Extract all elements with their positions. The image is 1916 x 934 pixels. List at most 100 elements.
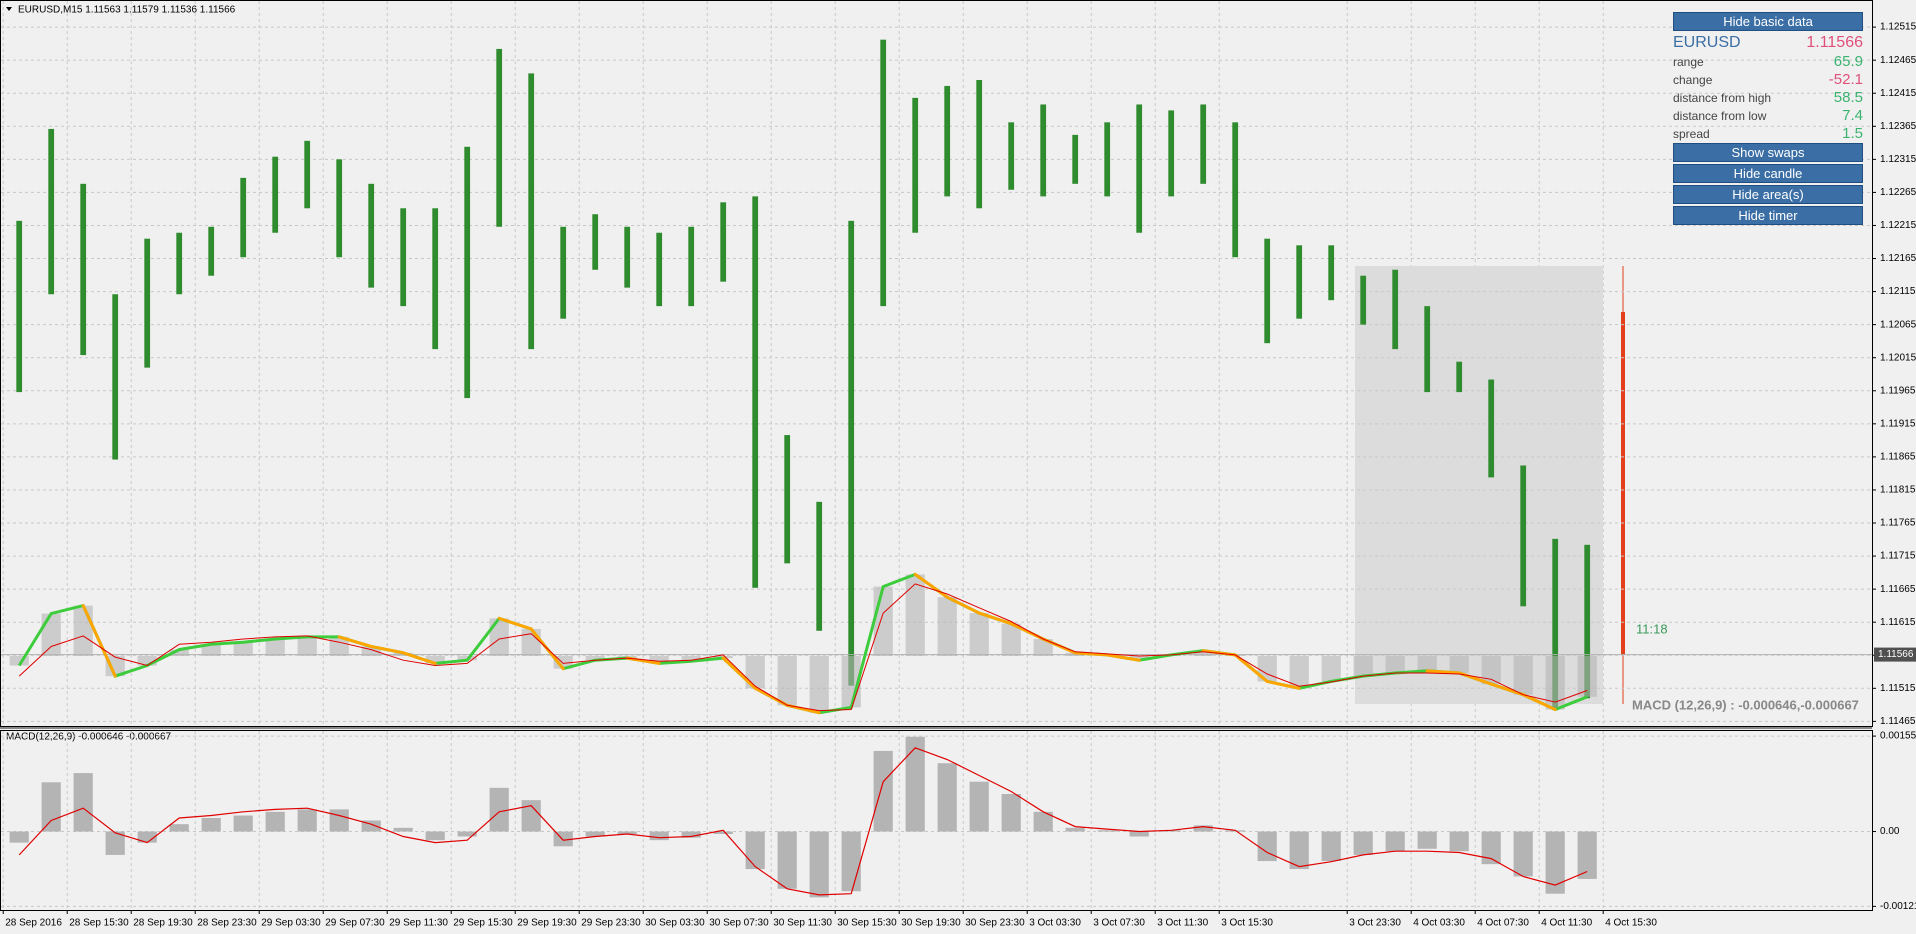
- macd-bar: [841, 831, 861, 892]
- button[interactable]: Hide area(s): [1673, 185, 1863, 204]
- overlay-macd-bar: [1545, 656, 1565, 710]
- macd-bar: [457, 831, 477, 837]
- macd-bar: [9, 831, 29, 843]
- price-bar: [1296, 245, 1303, 319]
- overlay-macd-bar: [1033, 639, 1053, 656]
- macd-bar: [1577, 831, 1597, 879]
- price-bar: [368, 183, 375, 288]
- overlay-falling-segment: [401, 651, 437, 665]
- x-tick-label: 4 Oct 03:30: [1413, 918, 1465, 929]
- price-bar: [912, 97, 919, 233]
- overlay-label: MACD (12,26,9) : -0.000646,-0.000667: [1632, 697, 1859, 712]
- overlay-falling-segment: [1105, 653, 1141, 662]
- macd-bar: [1513, 831, 1533, 877]
- y-tick-label: 1.12015: [1880, 352, 1916, 363]
- overlay-macd-bar: [9, 656, 29, 666]
- y-tick-label: 1.12265: [1880, 187, 1916, 198]
- overlay-falling-segment: [1265, 679, 1301, 690]
- overlay-macd-bar: [681, 656, 701, 662]
- button[interactable]: Hide candle: [1673, 164, 1863, 183]
- price-bar: [240, 177, 247, 258]
- y-tick-label: 1.11665: [1880, 584, 1916, 595]
- macd-bar: [937, 763, 957, 832]
- price-bar: [1392, 269, 1399, 350]
- price-bar: [1424, 306, 1431, 393]
- x-tick-label: 29 Sep 07:30: [325, 918, 385, 929]
- x-tick-label: 29 Sep 15:30: [453, 918, 513, 929]
- macd-bar: [1289, 831, 1309, 870]
- overlay-macd-bar: [1289, 656, 1309, 689]
- x-tick-label: 4 Oct 15:30: [1605, 918, 1657, 929]
- macd-bar: [329, 809, 349, 832]
- x-tick-label: 30 Sep 07:30: [709, 918, 769, 929]
- price-bar: [720, 202, 727, 282]
- price-bar: [560, 226, 567, 319]
- price-bar: [208, 226, 215, 276]
- symbol-line: EURUSD,M15 1.11563 1.11579 1.11536 1.115…: [18, 5, 236, 16]
- x-tick-label: 29 Sep 03:30: [261, 918, 321, 929]
- overlay-macd-bar: [1257, 656, 1277, 682]
- overlay-macd-bar: [969, 613, 989, 656]
- overlay-macd-bar: [521, 628, 541, 656]
- macd-bar: [905, 736, 925, 832]
- overlay-macd-bar: [1321, 656, 1341, 682]
- macd-bar: [649, 831, 669, 841]
- macd-bar: [201, 818, 221, 832]
- overlay-macd-bar: [361, 646, 381, 656]
- macd-bar: [393, 827, 413, 832]
- menu-arrow: [6, 7, 12, 11]
- stat-value: 7.4: [1842, 107, 1863, 124]
- overlay-falling-segment: [1233, 653, 1269, 683]
- button[interactable]: Show swaps: [1673, 143, 1863, 162]
- button[interactable]: Hide basic data: [1673, 12, 1863, 31]
- price-bar: [1520, 465, 1527, 607]
- overlay-macd-bar: [1513, 656, 1533, 695]
- price-bar: [976, 80, 983, 209]
- overlay-macd-bar: [201, 644, 221, 656]
- price-bar: [1168, 110, 1175, 197]
- y-tick-label: 1.12415: [1880, 88, 1916, 99]
- overlay-macd-bar: [1385, 656, 1405, 673]
- x-tick-label: 3 Oct 15:30: [1221, 918, 1273, 929]
- overlay-macd-bar: [745, 656, 765, 689]
- overlay-macd-bar: [1449, 656, 1469, 673]
- stat-value: 58.5: [1833, 89, 1863, 106]
- macd-bar: [425, 831, 445, 841]
- overlay-falling-segment: [497, 616, 533, 631]
- macd-title: MACD(12,26,9) -0.000646 -0.000667: [6, 732, 172, 743]
- x-tick-label: 28 Sep 23:30: [197, 918, 257, 929]
- overlay-macd-bar: [1001, 623, 1021, 656]
- y-tick-label: 1.12065: [1880, 319, 1916, 330]
- macd-bar: [969, 781, 989, 832]
- overlay-macd-bar: [905, 574, 925, 656]
- macd-bar: [1129, 831, 1149, 837]
- overlay-falling-segment: [945, 595, 981, 615]
- price-bar: [1328, 245, 1335, 301]
- overlay-macd-bar: [1193, 650, 1213, 656]
- macd-bar: [1193, 825, 1213, 832]
- macd-bar: [1481, 831, 1501, 865]
- y-tick-label: 1.12165: [1880, 253, 1916, 264]
- macd-bar: [585, 831, 605, 837]
- overlay-falling-segment: [1425, 669, 1461, 675]
- macd-bar: [1065, 827, 1085, 832]
- stat-row: distance from high 58.5: [1673, 89, 1863, 107]
- y-tick-label: 0.00: [1880, 826, 1900, 837]
- price-bar: [1488, 379, 1495, 478]
- x-tick-label: 28 Sep 2016: [5, 918, 62, 929]
- price-bar: [400, 208, 407, 307]
- x-tick-label: 28 Sep 19:30: [133, 918, 193, 929]
- macd-bar: [521, 800, 541, 832]
- y-tick-label: 1.11865: [1880, 452, 1916, 463]
- overlay-macd-bar: [1129, 656, 1149, 661]
- overlay-falling-segment: [721, 656, 757, 690]
- price-bar: [944, 85, 951, 197]
- macd-bar: [1449, 831, 1469, 852]
- price: 1.11566: [1806, 34, 1863, 51]
- overlay-falling-segment: [913, 572, 949, 599]
- overlay-falling-segment: [1521, 693, 1557, 712]
- button[interactable]: Hide timer: [1673, 206, 1863, 225]
- stat-label: change: [1673, 73, 1713, 87]
- y-tick-label: 1.11515: [1880, 683, 1916, 694]
